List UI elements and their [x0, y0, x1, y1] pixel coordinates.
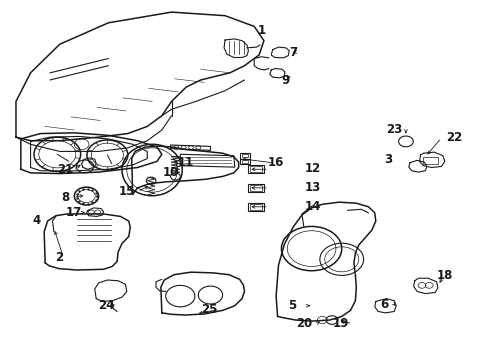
Text: 3: 3: [383, 153, 391, 166]
Text: 17: 17: [65, 206, 81, 219]
Bar: [423, 157, 437, 164]
Text: 12: 12: [304, 162, 320, 175]
Bar: [239, 153, 250, 158]
Text: 1: 1: [257, 24, 265, 37]
Text: 23: 23: [386, 123, 402, 136]
Text: 13: 13: [304, 181, 320, 194]
Bar: [248, 165, 264, 173]
Text: 18: 18: [436, 269, 452, 282]
Text: 21: 21: [57, 163, 74, 176]
Text: 6: 6: [380, 298, 388, 311]
Text: 20: 20: [295, 317, 311, 330]
Text: 10: 10: [162, 166, 178, 179]
Bar: [248, 184, 264, 192]
Text: 5: 5: [287, 299, 296, 312]
Text: 19: 19: [332, 317, 348, 330]
Bar: [248, 203, 264, 211]
Text: 7: 7: [288, 46, 297, 59]
Text: 4: 4: [32, 213, 41, 226]
Text: 25: 25: [201, 303, 217, 316]
Bar: [239, 158, 250, 164]
Text: 2: 2: [55, 251, 62, 264]
Text: 15: 15: [119, 185, 135, 198]
Bar: [241, 159, 248, 163]
Bar: [250, 166, 262, 172]
Bar: [250, 185, 262, 191]
Text: 8: 8: [61, 191, 70, 204]
Bar: [241, 154, 248, 157]
Text: 24: 24: [98, 299, 114, 312]
Text: 11: 11: [178, 156, 194, 169]
Bar: [250, 204, 262, 210]
Text: 16: 16: [267, 156, 284, 169]
Text: 14: 14: [304, 200, 320, 213]
Text: 22: 22: [446, 131, 462, 144]
Text: 9: 9: [281, 74, 289, 87]
